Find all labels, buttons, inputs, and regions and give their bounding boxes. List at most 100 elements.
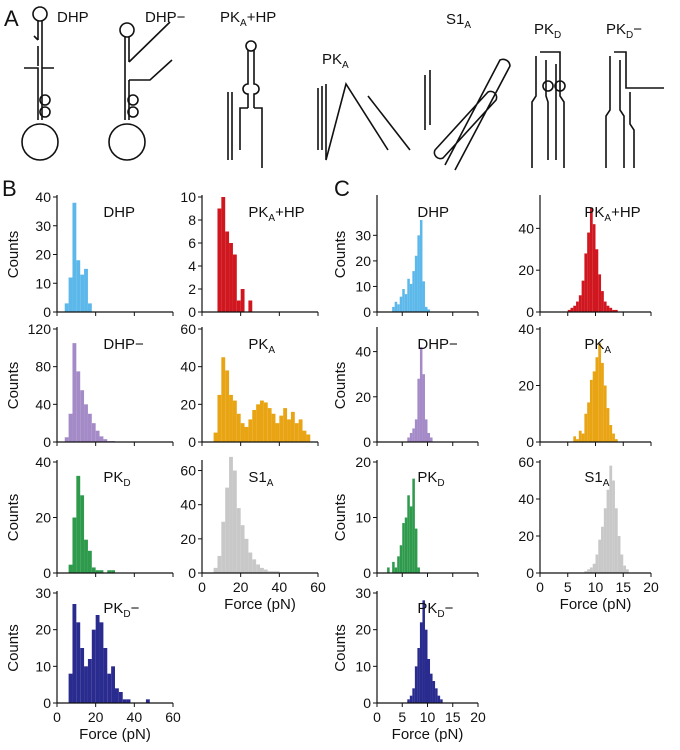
label-part: PK: [248, 336, 268, 353]
chart-title: PKA+HP: [584, 204, 640, 224]
bar: [609, 425, 613, 442]
label-part: PK: [248, 204, 268, 221]
y-tick-label: 40: [35, 396, 51, 412]
bar: [225, 487, 230, 573]
chart-title: PKA: [584, 336, 611, 356]
bar: [603, 508, 607, 573]
bar: [252, 559, 257, 573]
label-part: D: [554, 30, 561, 41]
bar: [80, 648, 85, 703]
bar: [217, 394, 222, 442]
x-tick-label: 0: [536, 579, 544, 595]
bar: [229, 394, 233, 442]
bar: [111, 570, 115, 573]
y-tick-label: 40: [180, 359, 196, 375]
y-tick-label: 30: [355, 585, 371, 601]
y-tick-label: 20: [355, 253, 371, 269]
label-part: A: [342, 60, 349, 71]
bar: [87, 303, 92, 312]
label-part: PK: [606, 21, 626, 38]
bar: [570, 307, 574, 312]
y-tick-label: 0: [43, 695, 51, 711]
y-tick-label: 0: [363, 565, 371, 581]
bar: [417, 235, 420, 312]
label-part: +HP: [275, 204, 305, 221]
label-part: S1: [248, 469, 266, 486]
bar: [399, 296, 403, 312]
y-tick-label: 20: [355, 454, 371, 470]
bar: [435, 688, 438, 703]
bar: [397, 556, 400, 573]
bar: [68, 673, 73, 703]
bar: [427, 659, 431, 703]
bar: [407, 495, 410, 573]
bar: [275, 571, 280, 573]
bar: [606, 489, 610, 573]
bar: [614, 439, 618, 442]
bar: [107, 673, 112, 703]
bar: [229, 456, 233, 573]
bar: [601, 362, 604, 442]
label-part: DHP: [57, 9, 89, 26]
label-part: DHP: [103, 204, 135, 221]
bar: [260, 400, 264, 442]
y-tick-label: 20: [355, 622, 371, 638]
y-tick-label: 20: [180, 531, 196, 547]
label-part: A: [268, 345, 275, 356]
bar: [68, 277, 73, 312]
bar: [589, 207, 593, 312]
label-part: PK: [534, 21, 554, 38]
bar: [419, 622, 423, 703]
bar: [412, 271, 415, 312]
label-part: D: [123, 478, 130, 489]
bar: [392, 561, 395, 573]
label-part: PK: [584, 204, 604, 221]
label-part: −: [131, 600, 140, 617]
y-axis-label: Counts: [5, 362, 22, 410]
y-tick-label: 40: [518, 220, 534, 236]
bar: [419, 220, 423, 312]
bar: [232, 254, 237, 312]
y-tick-label: 0: [188, 434, 196, 450]
x-tick-label: 20: [470, 709, 486, 725]
y-tick-label: 60: [180, 463, 196, 479]
bar: [576, 301, 579, 312]
bar: [399, 545, 403, 573]
bar: [236, 413, 241, 442]
bar: [91, 567, 96, 573]
y-tick-label: 6: [188, 235, 196, 251]
bar: [592, 563, 596, 573]
bar: [103, 439, 108, 442]
x-tick-label: 60: [165, 709, 181, 725]
x-axis-label: Force (pN): [79, 726, 151, 743]
bar: [427, 309, 431, 312]
label-part: A: [604, 345, 611, 356]
y-tick-label: 10: [355, 658, 371, 674]
bar: [407, 699, 410, 703]
y-tick-label: 20: [180, 396, 196, 412]
bar: [587, 569, 590, 573]
bar: [412, 428, 415, 442]
bar: [232, 470, 237, 573]
bar: [72, 604, 77, 703]
bar: [598, 539, 602, 573]
x-tick-label: 5: [564, 579, 572, 595]
bar: [279, 415, 284, 442]
y-tick-label: 0: [188, 565, 196, 581]
bar: [409, 283, 413, 312]
y-tick-label: 60: [180, 321, 196, 337]
y-axis-label: Counts: [332, 231, 349, 279]
bar: [581, 280, 585, 312]
y-tick-label: 20: [518, 378, 534, 394]
bar: [64, 437, 69, 442]
label-part: PK: [103, 469, 123, 486]
bar: [263, 402, 268, 442]
bar: [232, 400, 237, 442]
bar: [617, 536, 621, 573]
chart-title: DHP−: [417, 336, 458, 353]
bar: [595, 357, 599, 442]
label-part: DHP−: [417, 336, 458, 353]
bar: [72, 517, 77, 573]
diagram-label: PKD: [534, 21, 561, 41]
bar: [409, 432, 413, 442]
